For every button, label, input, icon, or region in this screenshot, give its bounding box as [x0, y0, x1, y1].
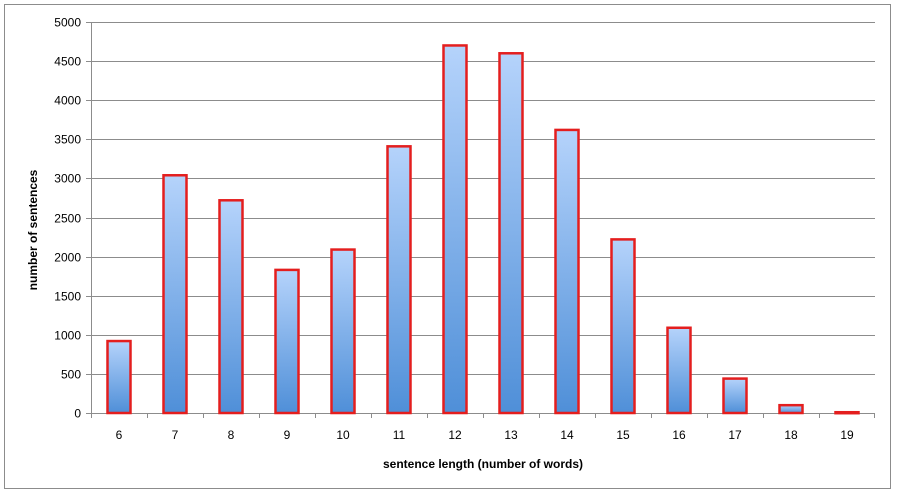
y-tick-label: 1500 — [54, 290, 81, 304]
y-tick-label: 3000 — [54, 172, 81, 186]
y-tick-label: 4000 — [54, 94, 81, 108]
y-tick-label: 2000 — [54, 251, 81, 265]
x-tick-label: 19 — [840, 428, 854, 442]
bar-19 — [834, 410, 860, 415]
bar-10 — [330, 248, 356, 415]
y-tick-label: 1000 — [54, 329, 81, 343]
y-tick-label: 5000 — [54, 16, 81, 30]
y-tick-label: 2500 — [54, 212, 81, 226]
x-axis-title: sentence length (number of words) — [383, 457, 583, 471]
x-tick-label: 7 — [172, 428, 179, 442]
x-tick-label: 15 — [616, 428, 630, 442]
y-axis-ticks: 0 500 1000 1500 2000 2500 3000 3500 4000 4500 5000 — [54, 16, 91, 421]
x-tick-label: 9 — [284, 428, 291, 442]
bar-9 — [274, 268, 300, 415]
x-tick-label: 8 — [228, 428, 235, 442]
y-tick-label: 3500 — [54, 133, 81, 147]
x-tick-label: 18 — [784, 428, 798, 442]
y-tick-label: 500 — [61, 368, 81, 382]
bar-15 — [610, 238, 636, 415]
x-tick-label: 12 — [448, 428, 462, 442]
bar-16 — [666, 326, 692, 415]
bar-6 — [106, 339, 132, 415]
bar-14 — [554, 128, 580, 415]
x-axis-ticks: 6 7 8 9 10 11 12 13 14 15 16 17 18 19 — [91, 413, 875, 442]
x-tick-label: 14 — [560, 428, 574, 442]
bar-18 — [778, 403, 804, 415]
bar-12 — [442, 44, 468, 415]
y-tick-label: 4500 — [54, 55, 81, 69]
bar-13 — [498, 52, 524, 415]
x-tick-label: 16 — [672, 428, 686, 442]
bar-7 — [162, 174, 188, 415]
x-tick-label: 6 — [116, 428, 123, 442]
x-tick-label: 17 — [728, 428, 742, 442]
y-axis-title: number of sentences — [26, 169, 40, 290]
x-tick-label: 13 — [504, 428, 518, 442]
bars — [106, 44, 860, 415]
bar-17 — [722, 377, 748, 415]
x-tick-label: 11 — [393, 428, 406, 442]
gridlines — [91, 22, 875, 414]
bar-11 — [386, 145, 412, 415]
bar-8 — [218, 199, 244, 415]
y-tick-label: 0 — [74, 407, 81, 421]
x-tick-label: 10 — [336, 428, 350, 442]
